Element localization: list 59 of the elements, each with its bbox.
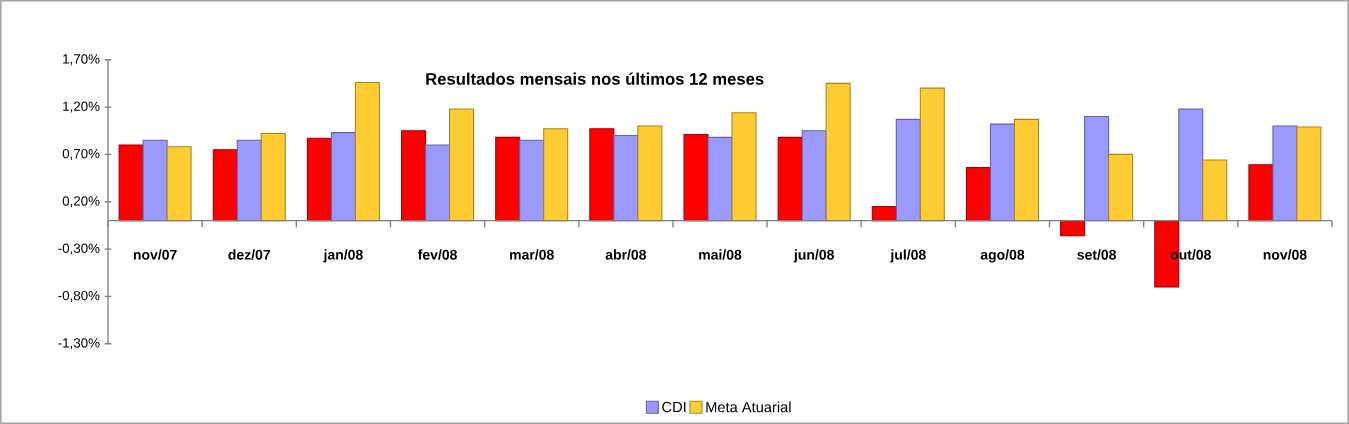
bar — [589, 128, 615, 222]
bar — [989, 123, 1015, 222]
y-tick-label: 0,20% — [62, 196, 100, 208]
x-tick-label: dez/07 — [228, 249, 271, 260]
legend-label: Meta Atuarial — [706, 401, 791, 413]
legend-label: CDI — [662, 401, 686, 413]
x-tick-label: jul/08 — [890, 249, 926, 263]
bar — [354, 81, 380, 222]
text: Resultados mensais nos últimos 12 meses — [426, 72, 764, 85]
bar — [236, 139, 262, 222]
bar — [543, 128, 569, 222]
bar — [212, 149, 238, 222]
bar — [1084, 115, 1110, 222]
bar — [801, 130, 827, 222]
bar — [637, 125, 663, 222]
bar — [919, 87, 945, 222]
y-tick-label: 0,70% — [62, 148, 100, 160]
x-tick-label: set/08 — [1077, 249, 1117, 260]
bar — [142, 139, 168, 222]
bar — [965, 167, 991, 222]
y-tick-label: 1,20% — [63, 101, 100, 113]
bar — [306, 137, 332, 222]
x-tick-label: mar/08 — [510, 249, 554, 260]
bar — [166, 146, 192, 222]
bar — [707, 136, 733, 222]
bar — [777, 136, 803, 222]
bar — [118, 144, 144, 222]
bar — [1272, 125, 1298, 222]
bar — [330, 132, 356, 222]
bar — [1060, 220, 1086, 237]
bar — [613, 134, 639, 222]
bar — [683, 133, 709, 222]
x-tick-label: fev/08 — [417, 249, 457, 260]
bar — [895, 118, 921, 222]
x-tick-label: abr/08 — [605, 249, 647, 260]
x-tick-label: jan/08 — [323, 249, 363, 263]
x-tick-label: nov/07 — [133, 249, 177, 260]
bar — [449, 108, 475, 222]
bar — [1248, 164, 1274, 222]
bar — [260, 133, 286, 222]
bar — [1178, 108, 1204, 222]
bar — [401, 130, 427, 222]
x-tick-label: mai/08 — [699, 249, 742, 260]
bar — [825, 82, 851, 222]
bar — [425, 144, 451, 222]
y-tick-label: 1,70% — [63, 54, 100, 66]
bar — [1108, 153, 1134, 222]
x-tick-label: nov/08 — [1263, 249, 1307, 260]
y-tick-label: -0,80% — [58, 290, 100, 302]
x-tick-label: jun/08 — [793, 249, 834, 263]
bar — [1013, 118, 1039, 222]
bar — [1296, 126, 1322, 222]
bar — [1202, 159, 1228, 222]
bar — [519, 139, 545, 222]
y-tick-label: -0,30% — [58, 243, 100, 255]
x-tick-label: ago/08 — [980, 249, 1025, 263]
y-tick-label: -1,30% — [58, 338, 100, 350]
bar — [495, 136, 521, 222]
bar — [731, 112, 757, 222]
